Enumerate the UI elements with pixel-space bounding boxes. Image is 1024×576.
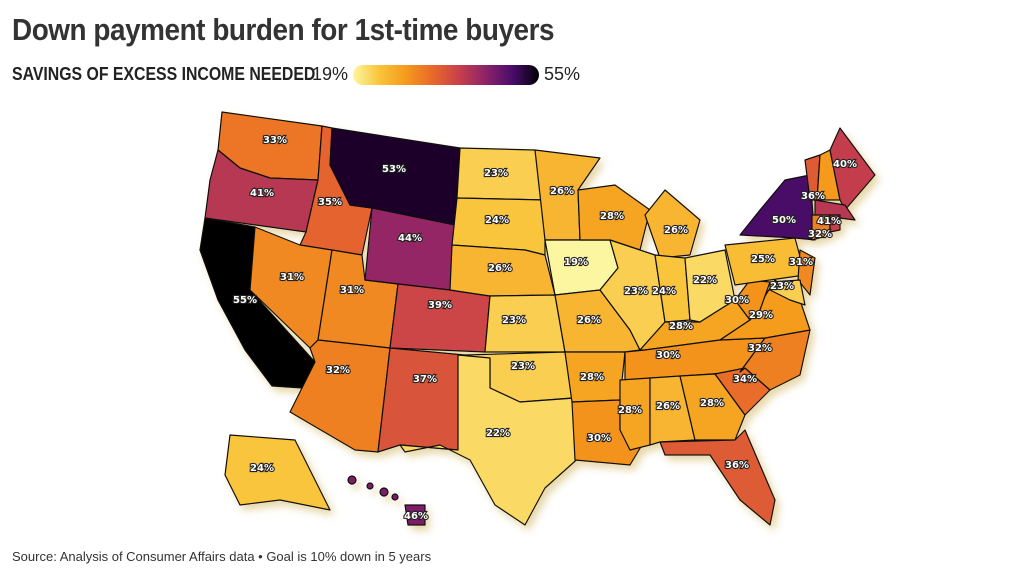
- state-label-tn: 30%: [656, 350, 680, 361]
- state-me: [829, 127, 876, 211]
- chart-title: Down payment burden for 1st-time buyers: [12, 12, 555, 47]
- state-label-wa: 33%: [263, 135, 287, 146]
- state-label-mt: 53%: [382, 164, 406, 175]
- state-label-ny: 50%: [772, 215, 796, 226]
- legend-min: 19%: [312, 64, 349, 84]
- hawaii-island: [366, 482, 374, 490]
- state-ct: [811, 214, 831, 241]
- state-label-ar: 28%: [580, 372, 604, 383]
- state-label-ms: 28%: [618, 405, 642, 416]
- state-label-la: 30%: [587, 433, 611, 444]
- state-label-in: 24%: [652, 286, 676, 297]
- state-fl: [659, 429, 776, 526]
- state-label-pa: 25%: [751, 254, 775, 265]
- state-label-ky: 28%: [669, 321, 693, 332]
- legend-max: 55%: [544, 64, 581, 84]
- state-label-wv: 30%: [725, 295, 749, 306]
- state-label-mn: 26%: [550, 186, 574, 197]
- state-ak: [224, 434, 331, 511]
- state-label-me: 40%: [833, 159, 857, 170]
- source-note: Source: Analysis of Consumer Affairs dat…: [12, 549, 432, 564]
- state-ri: [829, 214, 841, 233]
- state-label-co: 39%: [428, 300, 452, 311]
- hawaii-island: [391, 493, 399, 501]
- state-label-tx: 22%: [486, 428, 510, 439]
- state-label-va: 29%: [749, 310, 773, 321]
- state-nm: [377, 347, 466, 453]
- state-label-ok: 23%: [511, 361, 535, 372]
- state-hi: [404, 504, 426, 526]
- state-label-ne: 26%: [488, 263, 512, 274]
- state-label-mo: 26%: [577, 315, 601, 326]
- state-label-nj: 31%: [789, 257, 813, 268]
- state-nj: [797, 249, 816, 296]
- state-label-al: 26%: [656, 401, 680, 412]
- state-label-ak: 24%: [250, 463, 274, 474]
- state-label-ca: 55%: [233, 295, 257, 306]
- state-label-ma: 41%: [817, 216, 841, 227]
- hawaii-island: [379, 487, 389, 497]
- state-label-fl: 36%: [725, 460, 749, 471]
- legend-gradient-bar: [353, 64, 540, 85]
- state-label-il: 23%: [624, 286, 648, 297]
- state-label-nc: 32%: [748, 343, 772, 354]
- state-mi: [644, 189, 701, 259]
- state-label-oh: 22%: [693, 275, 717, 286]
- state-label-hi: 46%: [404, 511, 428, 522]
- state-label-mi: 26%: [664, 225, 688, 236]
- color-legend: SAVINGS OF EXCESS INCOME NEEDED 19% 55%: [12, 64, 580, 85]
- state-label-nm: 37%: [413, 374, 437, 385]
- state-label-or: 41%: [250, 188, 274, 199]
- state-label-ut: 31%: [340, 285, 364, 296]
- state-label-ct: 32%: [808, 229, 832, 240]
- state-label-wy: 44%: [398, 233, 422, 244]
- state-label-nv: 31%: [280, 272, 304, 283]
- state-label-id: 35%: [318, 197, 342, 208]
- state-label-md: 23%: [770, 281, 794, 292]
- state-label-vt: 36%: [801, 191, 825, 202]
- state-label-ga: 28%: [700, 398, 724, 409]
- state-label-ks: 23%: [502, 315, 526, 326]
- hawaii-island: [347, 475, 357, 485]
- state-label-ia: 19%: [564, 257, 588, 268]
- state-tx: [399, 354, 583, 526]
- state-label-nd: 23%: [484, 168, 508, 179]
- state-ny: [739, 174, 816, 241]
- state-md: [769, 279, 806, 306]
- state-label-az: 32%: [326, 365, 350, 376]
- state-label-sc: 34%: [733, 374, 757, 385]
- state-ga: [679, 373, 746, 441]
- state-label-wi: 28%: [600, 211, 624, 222]
- legend-label: SAVINGS OF EXCESS INCOME NEEDED: [12, 64, 316, 84]
- state-label-sd: 24%: [485, 215, 509, 226]
